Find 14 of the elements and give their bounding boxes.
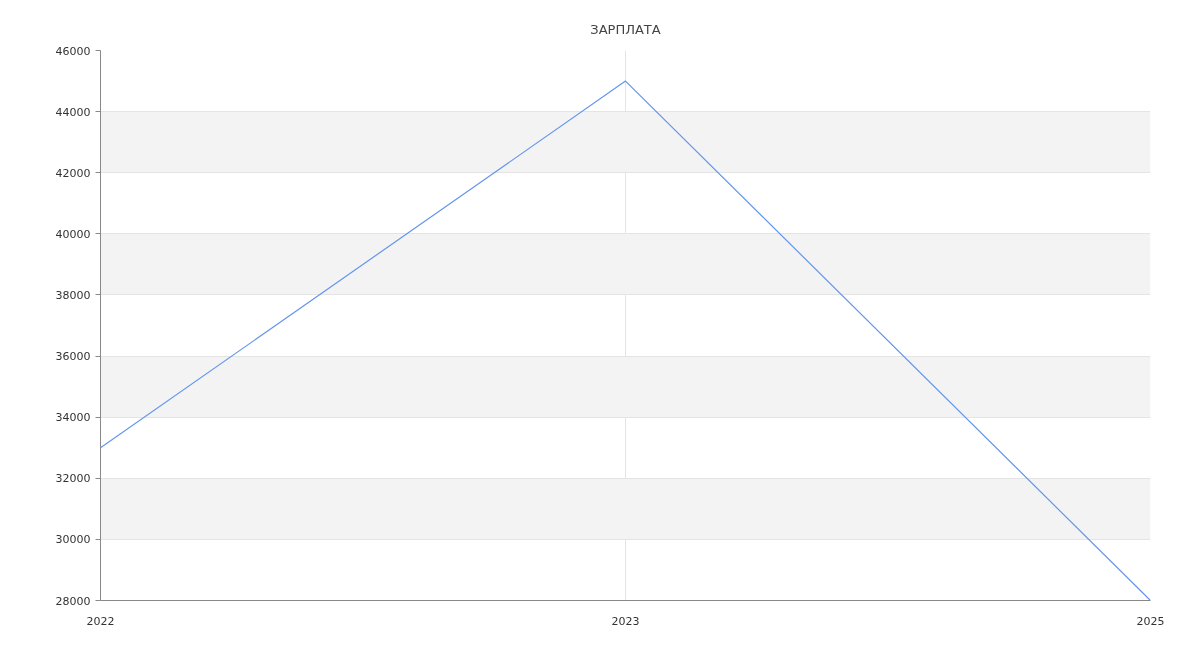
x-tick-label: 2023 (611, 614, 640, 628)
y-tick-label: 30000 (55, 533, 91, 547)
y-tick-label: 40000 (55, 227, 91, 241)
y-tick-label: 44000 (55, 105, 91, 119)
y-tick-label: 28000 (55, 594, 91, 608)
y-tick-label: 42000 (55, 166, 91, 180)
y-tick-label: 36000 (55, 350, 91, 364)
y-tick-label: 34000 (55, 411, 91, 425)
chart-title: ЗАРПЛАТА (590, 21, 661, 37)
y-tick-label: 32000 (55, 472, 91, 486)
y-tick-label: 46000 (55, 44, 91, 58)
x-tick-label: 2025 (1136, 614, 1165, 628)
x-tick-label: 2022 (86, 614, 115, 628)
y-tick-label: 38000 (55, 288, 91, 302)
